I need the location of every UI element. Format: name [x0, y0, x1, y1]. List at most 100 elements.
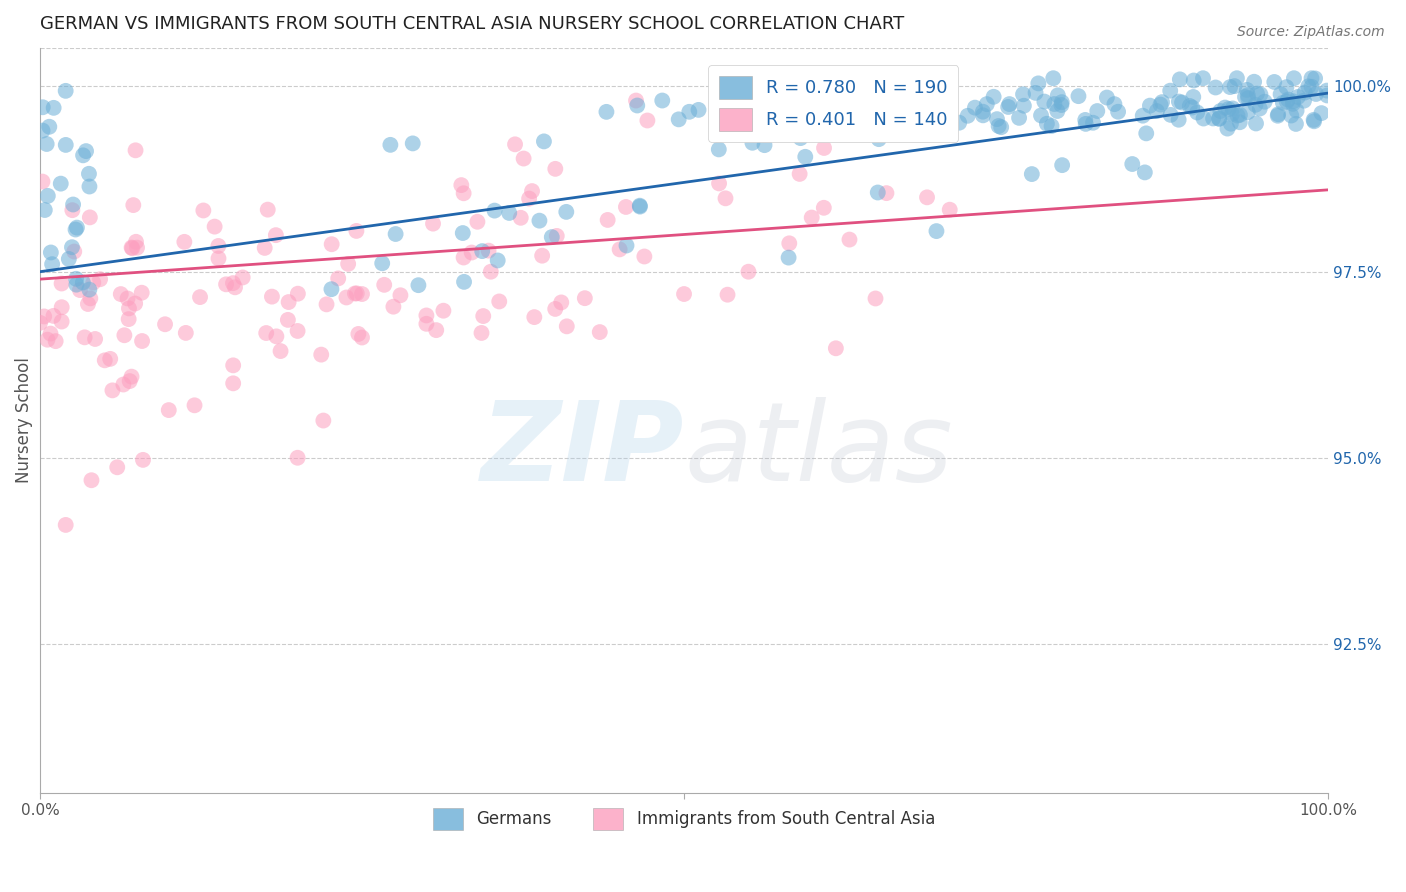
- Point: [335, 290, 357, 304]
- Point: [1303, 114, 1326, 128]
- Point: [65, 277, 87, 292]
- Point: [315, 297, 337, 311]
- Point: [422, 217, 444, 231]
- Point: [948, 116, 970, 130]
- Point: [614, 200, 637, 214]
- Point: [98, 351, 121, 366]
- Point: [35, 136, 58, 151]
- Point: [260, 290, 283, 304]
- Point: [450, 178, 472, 193]
- Point: [94, 353, 117, 368]
- Point: [77, 167, 100, 181]
- Point: [1081, 116, 1104, 130]
- Point: [1067, 89, 1090, 103]
- Point: [112, 328, 135, 343]
- Point: [1185, 105, 1208, 120]
- Point: [346, 286, 368, 301]
- Point: [1167, 112, 1189, 127]
- Point: [63, 244, 86, 259]
- Point: [122, 198, 145, 212]
- Point: [337, 257, 360, 271]
- Point: [51, 300, 73, 314]
- Point: [737, 265, 759, 279]
- Point: [589, 325, 612, 339]
- Point: [925, 224, 948, 238]
- Point: [344, 224, 367, 238]
- Point: [89, 272, 111, 286]
- Point: [79, 211, 101, 225]
- Point: [636, 113, 658, 128]
- Point: [555, 205, 578, 219]
- Point: [69, 283, 91, 297]
- Point: [232, 270, 254, 285]
- Point: [110, 287, 132, 301]
- Point: [118, 374, 141, 388]
- Point: [117, 292, 139, 306]
- Point: [1050, 95, 1073, 110]
- Point: [1182, 73, 1205, 87]
- Point: [531, 249, 554, 263]
- Legend: Germans, Immigrants from South Central Asia: Germans, Immigrants from South Central A…: [426, 802, 942, 837]
- Point: [842, 107, 865, 121]
- Point: [1286, 90, 1309, 104]
- Point: [1226, 109, 1249, 123]
- Point: [1213, 101, 1236, 115]
- Point: [1036, 117, 1059, 131]
- Point: [1046, 103, 1069, 118]
- Point: [1208, 112, 1230, 126]
- Point: [1160, 108, 1182, 122]
- Point: [60, 203, 83, 218]
- Point: [863, 97, 886, 112]
- Point: [1253, 95, 1275, 109]
- Point: [453, 251, 475, 265]
- Point: [898, 96, 921, 111]
- Point: [1008, 111, 1031, 125]
- Point: [707, 142, 730, 156]
- Point: [80, 473, 103, 487]
- Point: [801, 94, 824, 108]
- Point: [783, 112, 806, 127]
- Point: [1146, 104, 1168, 119]
- Point: [415, 309, 437, 323]
- Point: [460, 245, 482, 260]
- Point: [1267, 109, 1289, 123]
- Point: [287, 450, 309, 465]
- Point: [207, 239, 229, 253]
- Point: [1275, 80, 1298, 95]
- Point: [1294, 86, 1316, 100]
- Point: [828, 101, 851, 115]
- Point: [451, 226, 474, 240]
- Point: [596, 213, 619, 227]
- Point: [1012, 99, 1035, 113]
- Point: [31, 100, 53, 114]
- Point: [112, 377, 135, 392]
- Point: [402, 136, 425, 151]
- Point: [1050, 98, 1073, 112]
- Point: [31, 123, 53, 137]
- Point: [183, 398, 205, 412]
- Point: [384, 227, 406, 241]
- Point: [789, 131, 811, 145]
- Point: [380, 137, 402, 152]
- Point: [1167, 95, 1189, 109]
- Point: [101, 384, 124, 398]
- Point: [222, 276, 245, 290]
- Point: [990, 120, 1012, 135]
- Point: [1267, 107, 1289, 121]
- Point: [125, 241, 148, 255]
- Point: [707, 177, 730, 191]
- Point: [987, 119, 1010, 133]
- Point: [544, 161, 567, 176]
- Point: [193, 203, 215, 218]
- Point: [838, 103, 860, 118]
- Point: [75, 144, 97, 158]
- Point: [529, 213, 551, 227]
- Point: [794, 150, 817, 164]
- Point: [1050, 158, 1073, 172]
- Point: [503, 137, 526, 152]
- Point: [624, 94, 647, 108]
- Point: [121, 241, 143, 255]
- Point: [1236, 83, 1258, 97]
- Point: [595, 104, 617, 119]
- Point: [1095, 90, 1118, 104]
